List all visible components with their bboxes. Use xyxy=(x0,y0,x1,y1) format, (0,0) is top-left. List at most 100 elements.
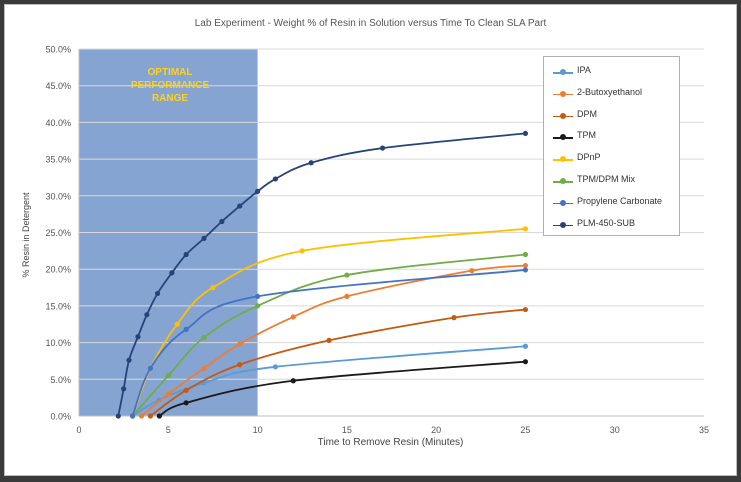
series-line xyxy=(140,264,526,417)
data-point xyxy=(135,334,141,340)
x-axis-label: Time to Remove Resin (Minutes) xyxy=(317,437,464,448)
data-point xyxy=(522,359,529,365)
y-tick-label: 30.0% xyxy=(45,191,71,201)
x-tick-label: 10 xyxy=(253,425,263,435)
legend-marker-swatch xyxy=(560,90,566,97)
legend-marker-swatch xyxy=(560,156,566,163)
data-point xyxy=(522,130,529,137)
data-point xyxy=(126,357,132,363)
series-line xyxy=(158,360,526,417)
x-tick-label: 5 xyxy=(166,425,171,435)
data-point xyxy=(138,413,145,419)
legend-marker-swatch xyxy=(560,112,566,119)
data-point xyxy=(522,262,529,269)
data-point xyxy=(451,315,457,321)
x-tick-label: 15 xyxy=(342,425,352,435)
y-tick-label: 10.0% xyxy=(45,338,71,348)
data-point xyxy=(290,314,296,320)
data-point xyxy=(219,218,225,225)
y-tick-label: 0.0% xyxy=(50,412,71,422)
chart-legend: IPA 2-Butoxyethanol DPM TPM DPnP TPM/DPM Mix P… xyxy=(543,56,680,236)
data-point xyxy=(344,272,350,278)
y-tick-label: 50.0% xyxy=(45,45,71,55)
annotation-line: PERFORMANCE xyxy=(130,80,210,91)
data-point xyxy=(237,341,243,347)
x-tick-label: 35 xyxy=(699,425,709,435)
legend-label: IPA xyxy=(577,65,591,75)
legend-label: 2-Butoxyethanol xyxy=(577,86,643,97)
legend-marker-swatch xyxy=(560,221,566,228)
legend-label: DPM xyxy=(577,108,597,119)
data-point xyxy=(201,235,207,241)
y-tick-label: 15.0% xyxy=(45,301,71,311)
x-tick-label: 30 xyxy=(610,425,620,435)
data-point xyxy=(183,400,189,406)
y-tick-label: 25.0% xyxy=(45,228,71,238)
legend-marker-swatch xyxy=(560,178,566,184)
legend-item: PLM-450-SUB xyxy=(544,214,679,236)
data-point xyxy=(147,413,154,419)
data-point xyxy=(326,337,332,343)
legend-item: DPnP xyxy=(544,148,679,170)
x-tick-label: 0 xyxy=(76,425,81,435)
optimal-range-annotation: OPTIMAL PERFORMANCE RANGE xyxy=(110,66,230,105)
y-tick-label: 40.0% xyxy=(45,118,71,128)
legend-label: TPM xyxy=(577,130,596,141)
y-axis-label: % Resin in Detergent xyxy=(21,192,31,278)
data-point xyxy=(254,188,261,194)
data-point xyxy=(308,160,314,166)
legend-item: Propylene Carbonate xyxy=(544,192,679,214)
data-point xyxy=(522,251,529,258)
legend-item: TPM xyxy=(544,126,679,148)
data-point xyxy=(469,268,475,274)
legend-label: TPM/DPM Mix xyxy=(577,174,635,184)
legend-marker-swatch xyxy=(560,199,566,206)
legend-item: IPA xyxy=(544,61,679,83)
legend-marker-swatch xyxy=(560,69,566,75)
data-point xyxy=(522,343,529,349)
data-point xyxy=(237,203,243,209)
data-point xyxy=(237,362,243,368)
data-point xyxy=(183,326,189,332)
x-tick-label: 20 xyxy=(431,425,441,435)
data-point xyxy=(183,251,189,258)
data-point xyxy=(299,248,305,254)
data-point xyxy=(144,312,150,318)
data-point xyxy=(210,284,216,291)
data-point xyxy=(522,226,529,232)
data-point xyxy=(183,387,189,393)
data-point xyxy=(201,334,207,341)
legend-label: PLM-450-SUB xyxy=(577,217,636,228)
annotation-line: OPTIMAL xyxy=(147,67,193,78)
data-point xyxy=(344,293,350,299)
y-tick-label: 20.0% xyxy=(45,265,71,275)
data-point xyxy=(154,290,161,297)
data-point xyxy=(169,270,175,276)
data-point xyxy=(115,413,121,419)
data-point xyxy=(121,386,127,392)
data-point xyxy=(272,176,279,182)
data-point xyxy=(379,145,386,151)
data-point xyxy=(254,293,261,299)
y-tick-label: 5.0% xyxy=(50,375,71,385)
series-line xyxy=(131,269,526,417)
data-point xyxy=(165,373,171,379)
legend-label: DPnP xyxy=(577,152,601,163)
data-point xyxy=(201,365,207,371)
y-tick-label: 35.0% xyxy=(45,155,71,165)
legend-marker-swatch xyxy=(560,134,566,141)
data-point xyxy=(522,267,529,273)
legend-item: TPM/DPM Mix xyxy=(544,170,679,192)
data-point xyxy=(272,364,279,370)
legend-item: 2-Butoxyethanol xyxy=(544,83,679,105)
data-point xyxy=(254,303,261,309)
data-point xyxy=(165,391,171,397)
data-point xyxy=(129,413,136,419)
data-point xyxy=(522,306,529,313)
chart-title: Lab Experiment - Weight % of Resin in So… xyxy=(194,18,547,29)
series-line xyxy=(132,345,526,417)
data-point xyxy=(147,365,154,371)
annotation-line: RANGE xyxy=(151,93,189,104)
x-tick-label: 25 xyxy=(520,425,530,435)
data-point xyxy=(174,321,180,327)
